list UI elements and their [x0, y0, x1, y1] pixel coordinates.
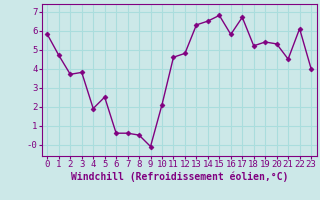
X-axis label: Windchill (Refroidissement éolien,°C): Windchill (Refroidissement éolien,°C) — [70, 172, 288, 182]
